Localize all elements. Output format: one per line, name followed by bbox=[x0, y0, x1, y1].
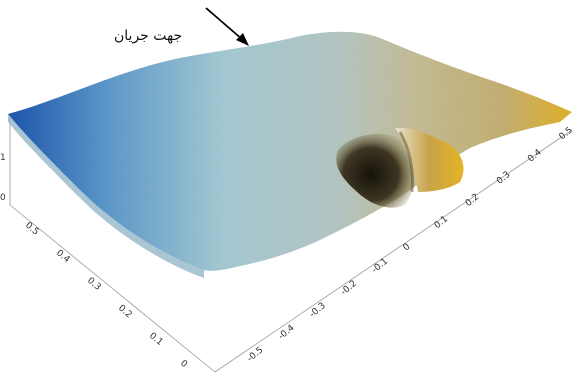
z-tick-label: 1 bbox=[0, 153, 6, 163]
y-tick-label: 0 bbox=[178, 359, 189, 371]
x-tick-label: 0.4 bbox=[526, 147, 544, 164]
y-tick-label: 0.5 bbox=[23, 221, 40, 238]
z-axis-ticks: 10 bbox=[0, 153, 6, 203]
y-tick-label: 0.4 bbox=[54, 248, 72, 265]
z-tick-label: 0 bbox=[0, 193, 6, 203]
x-tick-label: -0.3 bbox=[308, 301, 328, 320]
x-tick-label: 0.2 bbox=[464, 192, 481, 209]
x-tick-label: -0.4 bbox=[277, 323, 297, 342]
axis-frame bbox=[9, 118, 573, 373]
scour-hole bbox=[336, 127, 464, 208]
x-tick-label: -0.1 bbox=[370, 257, 390, 276]
x-tick-label: 0.5 bbox=[558, 125, 575, 142]
y-tick-label: 0.2 bbox=[116, 303, 133, 320]
x-tick-label: -0.2 bbox=[339, 279, 359, 298]
x-tick-label: -0.5 bbox=[246, 345, 266, 364]
y-tick-label: 0.1 bbox=[147, 331, 164, 348]
x-tick-label: 0.1 bbox=[433, 214, 450, 231]
flow-direction-label: جهت جریان bbox=[114, 28, 183, 44]
flow-arrow bbox=[205, 7, 249, 46]
x-tick-label: 0 bbox=[402, 242, 413, 254]
bed-surface bbox=[8, 31, 572, 278]
